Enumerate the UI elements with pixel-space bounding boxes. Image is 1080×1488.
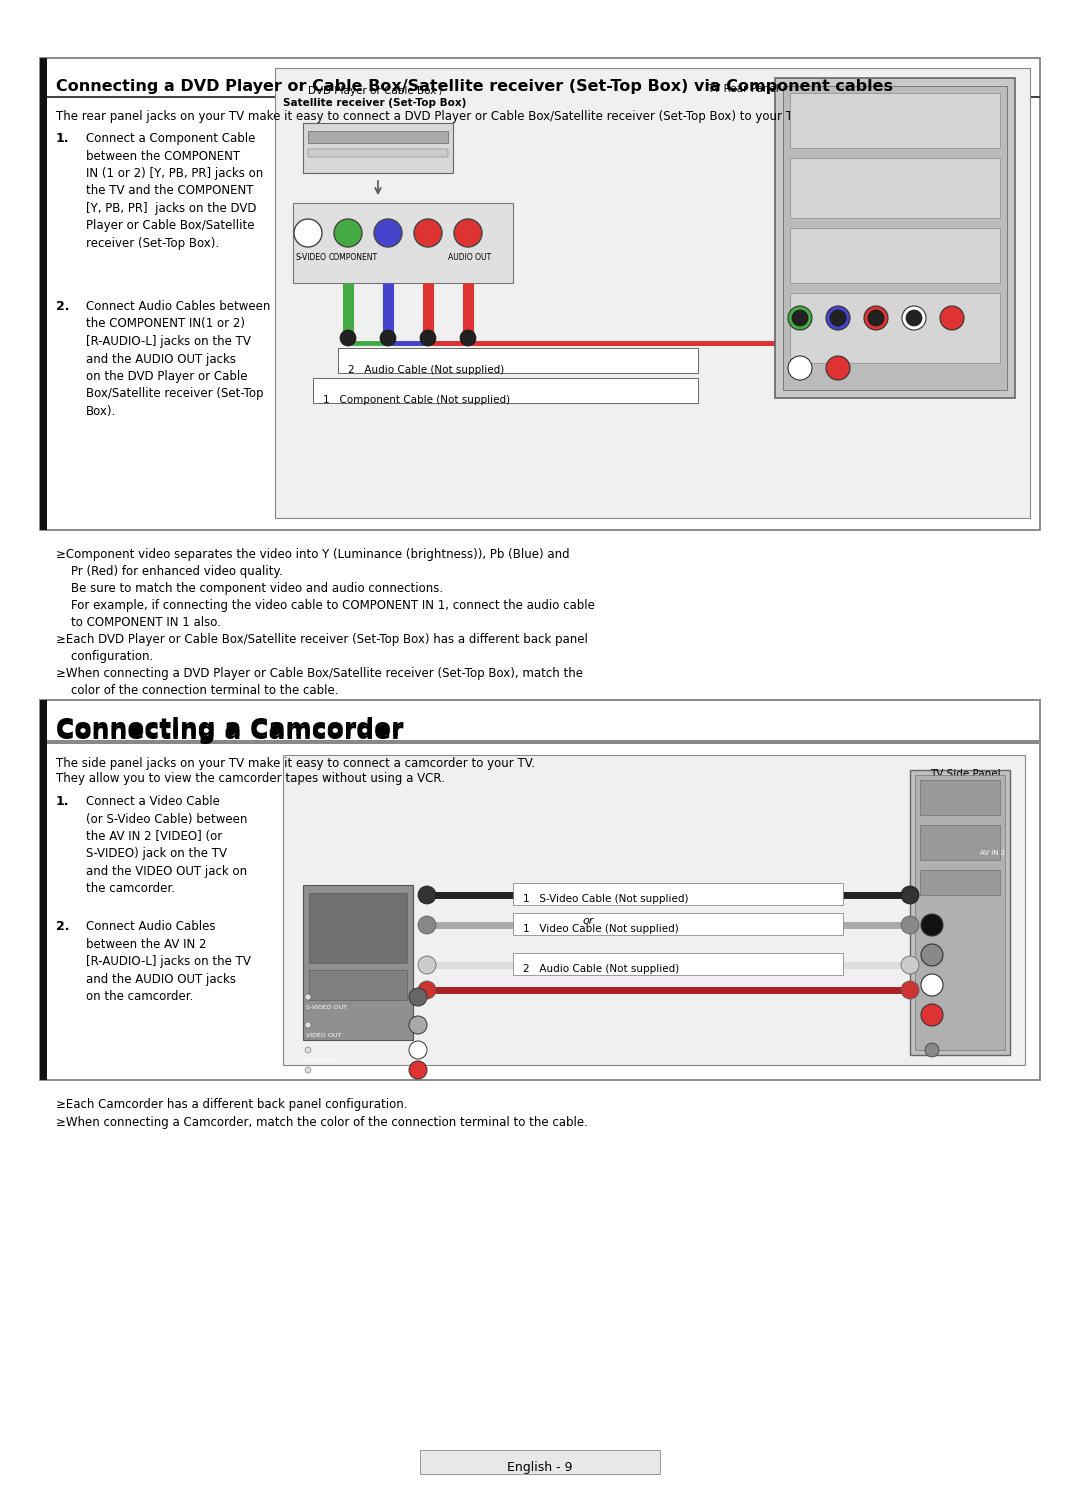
Circle shape: [788, 356, 812, 379]
Text: ≥When connecting a DVD Player or Cable Box/Satellite receiver (Set-Top Box), mat: ≥When connecting a DVD Player or Cable B…: [56, 667, 583, 680]
Text: or: or: [582, 917, 594, 926]
Text: Be sure to match the component video and audio connections.: Be sure to match the component video and…: [56, 582, 443, 595]
Bar: [789, 228, 1000, 283]
Bar: [48, 743, 1040, 744]
Circle shape: [902, 307, 926, 330]
Bar: [308, 131, 448, 143]
Text: AUDIO OUT: AUDIO OUT: [448, 253, 491, 262]
Bar: [775, 77, 1015, 397]
Text: 2   Audio Cable (Not supplied): 2 Audio Cable (Not supplied): [348, 365, 504, 375]
Circle shape: [921, 943, 943, 966]
Bar: [920, 870, 1000, 894]
Circle shape: [826, 356, 850, 379]
Bar: [309, 970, 407, 1000]
Text: TV Rear Panel: TV Rear Panel: [707, 83, 779, 94]
Circle shape: [374, 219, 402, 247]
Bar: [789, 158, 1000, 219]
Text: 1   Component Cable (Not supplied): 1 Component Cable (Not supplied): [323, 394, 510, 405]
Circle shape: [409, 1016, 427, 1034]
Text: S-VIDEO OUT: S-VIDEO OUT: [306, 1004, 347, 1010]
Bar: [513, 914, 843, 934]
Bar: [303, 885, 413, 1040]
Text: COMPONENT: COMPONENT: [329, 253, 378, 262]
Circle shape: [921, 975, 943, 995]
Circle shape: [409, 1061, 427, 1079]
Text: 2.: 2.: [56, 301, 69, 312]
Circle shape: [788, 307, 812, 330]
Circle shape: [418, 917, 436, 934]
Text: to COMPONENT IN 1 also.: to COMPONENT IN 1 also.: [56, 616, 221, 629]
Bar: [915, 775, 1005, 1051]
Text: DVD Player or Cable Box /: DVD Player or Cable Box /: [308, 86, 443, 97]
Text: 1.: 1.: [56, 795, 69, 808]
Bar: [293, 202, 513, 283]
Text: The side panel jacks on your TV make it easy to connect a camcorder to your TV.: The side panel jacks on your TV make it …: [56, 757, 535, 769]
Circle shape: [305, 994, 311, 1000]
Circle shape: [420, 330, 436, 347]
Text: color of the connection terminal to the cable.: color of the connection terminal to the …: [56, 684, 338, 696]
Bar: [283, 754, 1025, 1065]
Text: They allow you to view the camcorder tapes without using a VCR.: They allow you to view the camcorder tap…: [56, 772, 445, 786]
Bar: [48, 97, 1040, 98]
Text: configuration.: configuration.: [56, 650, 153, 664]
Circle shape: [906, 310, 922, 326]
Bar: [789, 293, 1000, 363]
Circle shape: [340, 330, 356, 347]
Circle shape: [901, 981, 919, 998]
Bar: [420, 1449, 660, 1475]
Text: Connect Audio Cables
between the AV IN 2
[R-AUDIO-L] jacks on the TV
and the AUD: Connect Audio Cables between the AV IN 2…: [86, 920, 251, 1003]
Circle shape: [409, 988, 427, 1006]
Circle shape: [868, 310, 885, 326]
Bar: [789, 92, 1000, 147]
Circle shape: [460, 330, 476, 347]
Circle shape: [940, 307, 964, 330]
Text: Connect Audio Cables between
the COMPONENT IN(1 or 2)
[R-AUDIO-L] jacks on the T: Connect Audio Cables between the COMPONE…: [86, 301, 270, 418]
Bar: [910, 769, 1010, 1055]
Bar: [920, 780, 1000, 815]
Text: S-VIDEO: S-VIDEO: [295, 253, 326, 262]
Text: AUDIO OUT: AUDIO OUT: [306, 1058, 342, 1062]
Circle shape: [380, 330, 396, 347]
Text: ≥When connecting a Camcorder, match the color of the connection terminal to the : ≥When connecting a Camcorder, match the …: [56, 1116, 588, 1129]
Circle shape: [294, 219, 322, 247]
Bar: [303, 124, 453, 173]
Text: TV Side Panel: TV Side Panel: [930, 769, 1000, 780]
Bar: [48, 740, 1040, 743]
Circle shape: [864, 307, 888, 330]
Bar: [338, 348, 698, 373]
Text: The rear panel jacks on your TV make it easy to connect a DVD Player or Cable Bo: The rear panel jacks on your TV make it …: [56, 110, 804, 124]
Text: 1   S-Video Cable (Not supplied): 1 S-Video Cable (Not supplied): [523, 894, 689, 905]
Bar: [513, 882, 843, 905]
Bar: [783, 86, 1007, 390]
Circle shape: [305, 1067, 311, 1073]
Text: Connecting a Camcorder: Connecting a Camcorder: [56, 717, 404, 741]
Bar: [40, 58, 48, 530]
Circle shape: [831, 310, 846, 326]
Circle shape: [792, 310, 808, 326]
Text: English - 9: English - 9: [508, 1461, 572, 1473]
Text: Pr (Red) for enhanced video quality.: Pr (Red) for enhanced video quality.: [56, 565, 283, 577]
Bar: [275, 68, 1030, 518]
Bar: [309, 893, 407, 963]
Text: Connect a Component Cable
between the COMPONENT
IN (1 or 2) [Y, PB, PR] jacks on: Connect a Component Cable between the CO…: [86, 132, 264, 250]
Bar: [513, 952, 843, 975]
Text: AV IN 2: AV IN 2: [980, 850, 1005, 856]
Text: VIDEO OUT: VIDEO OUT: [306, 1033, 341, 1039]
Bar: [313, 378, 698, 403]
Circle shape: [418, 955, 436, 975]
Text: 2   Audio Cable (Not supplied): 2 Audio Cable (Not supplied): [523, 964, 679, 975]
Circle shape: [414, 219, 442, 247]
Text: 1.: 1.: [56, 132, 69, 144]
Circle shape: [921, 1004, 943, 1027]
Bar: [40, 699, 1040, 1080]
Circle shape: [305, 1022, 311, 1028]
Circle shape: [418, 981, 436, 998]
Bar: [308, 149, 448, 158]
Circle shape: [418, 885, 436, 905]
Bar: [920, 824, 1000, 860]
Circle shape: [454, 219, 482, 247]
Text: ≥Each Camcorder has a different back panel configuration.: ≥Each Camcorder has a different back pan…: [56, 1098, 407, 1112]
Text: Connecting a DVD Player or Cable Box/Satellite receiver (Set-Top Box) via Compon: Connecting a DVD Player or Cable Box/Sat…: [56, 79, 893, 94]
Circle shape: [901, 955, 919, 975]
Text: ≥Each DVD Player or Cable Box/Satellite receiver (Set-Top Box) has a different b: ≥Each DVD Player or Cable Box/Satellite …: [56, 632, 588, 646]
